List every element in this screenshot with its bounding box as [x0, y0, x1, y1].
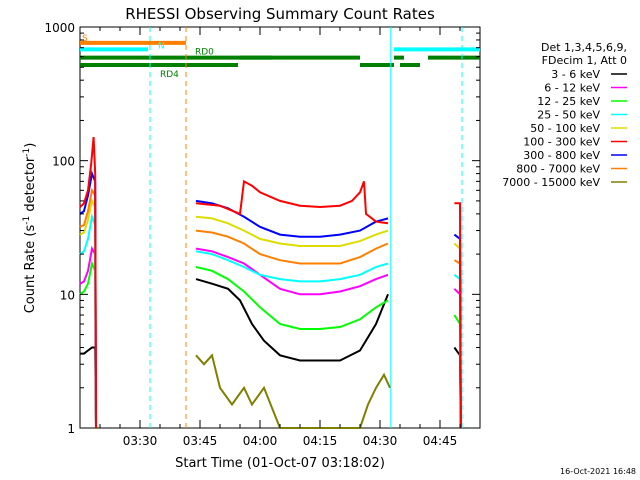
x-tick-label: 04:30: [363, 434, 398, 448]
legend-label-50-100-kev: 50 - 100 keV: [530, 122, 600, 135]
series-lines: [79, 137, 462, 429]
footer-timestamp: 16-Oct-2021 16:48: [560, 467, 636, 476]
legend-label-800-7000-kev: 800 - 7000 keV: [516, 163, 600, 176]
y-tick-label: 1000: [44, 21, 75, 35]
legend-label-6-12-kev: 6 - 12 keV: [544, 82, 600, 95]
series-line-3-6-kev: [195, 278, 389, 362]
series-line-100-300-kev: [454, 202, 462, 429]
series-line-800-7000-kev: [195, 229, 389, 265]
axes: 03:30 03:45 04:00 04:15 04:30 04:45 1 10 100 1000: [44, 21, 480, 448]
flag-label-rd4: RD4: [160, 70, 179, 80]
series-line-25-50-kev: [79, 213, 97, 429]
y-tick-label: 10: [60, 288, 75, 302]
flag-bars: S N RD0 RD4: [80, 34, 480, 80]
series-line-6-12-kev: [79, 245, 97, 429]
y-tick-label: 1: [67, 422, 75, 436]
legend-label-3-6-kev: 3 - 6 keV: [551, 68, 600, 81]
series-line-50-100-kev: [195, 215, 389, 247]
series-line-6-12-kev: [195, 247, 389, 296]
series-line-7000-15000-kev: [195, 353, 391, 429]
legend-header-detectors: Det 1,3,4,5,6,9,: [541, 41, 627, 54]
x-tick-label: 03:45: [183, 434, 218, 448]
flag-label-s: S: [82, 34, 88, 44]
flag-label-rd0: RD0: [195, 48, 214, 58]
y-tick-label: 100: [52, 155, 75, 169]
series-line-12-25-kev: [79, 260, 97, 429]
legend-label-7000-15000-kev: 7000 - 15000 keV: [502, 176, 600, 189]
x-tick-label: 04:15: [303, 434, 338, 448]
series-line-800-7000-kev: [79, 187, 97, 429]
vertical-markers: [149, 27, 463, 428]
legend-label-12-25-kev: 12 - 25 keV: [537, 95, 600, 108]
legend-header-fdecim: FDecim 1, Att 0: [542, 54, 627, 67]
legend-label-25-50-kev: 25 - 50 keV: [537, 109, 600, 122]
series-line-12-25-kev: [195, 266, 389, 330]
legend-label-100-300-kev: 100 - 300 keV: [523, 136, 600, 149]
series-line-25-50-kev: [195, 250, 389, 283]
y-axis-label: Count Rate (s-1 detector-1): [22, 143, 38, 314]
chart-title: RHESSI Observing Summary Count Rates: [125, 5, 435, 23]
x-tick-label: 04:00: [243, 434, 278, 448]
plot-frame: [79, 26, 481, 429]
legend: Det 1,3,4,5,6,9, FDecim 1, Att 0 3 - 6 k…: [502, 41, 627, 189]
flag-label-n: N: [158, 41, 165, 51]
x-axis-label: Start Time (01-Oct-07 03:18:02): [175, 456, 385, 471]
x-tick-label: 03:30: [123, 434, 158, 448]
series-line-300-800-kev: [195, 199, 389, 238]
series-line-100-300-kev: [79, 137, 97, 429]
series-line-100-300-kev: [195, 179, 389, 225]
legend-label-300-800-kev: 300 - 800 keV: [523, 149, 600, 162]
x-tick-label: 04:45: [423, 434, 458, 448]
